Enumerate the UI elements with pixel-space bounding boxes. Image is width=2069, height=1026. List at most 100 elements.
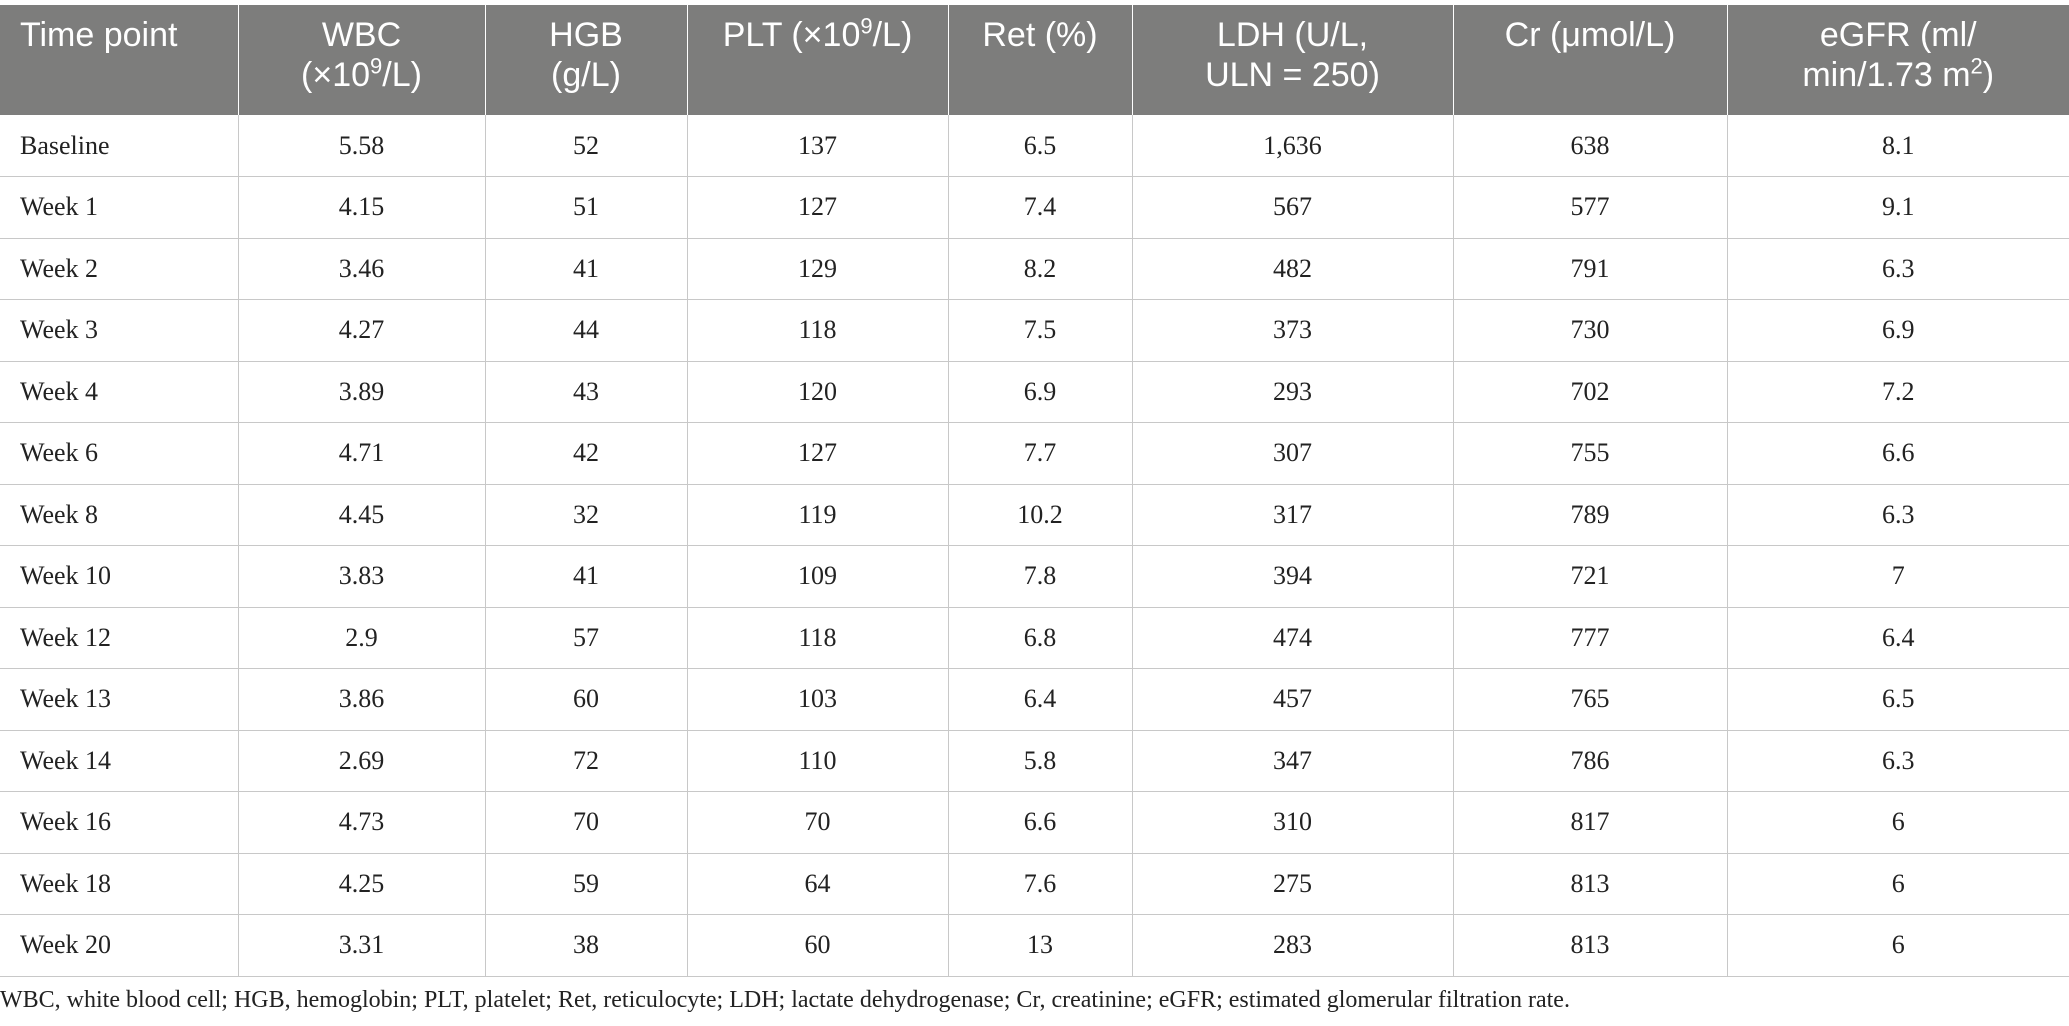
cell-ret: 8.2 xyxy=(947,238,1132,300)
cell-plt: 64 xyxy=(686,853,948,915)
cell-time-point: Week 12 xyxy=(0,607,238,669)
cell-wbc: 4.27 xyxy=(237,299,485,362)
cell-ret: 6.6 xyxy=(947,791,1132,854)
header-cr: Cr (μmol/L) xyxy=(1452,5,1727,115)
header-ldh: LDH (U/L, ULN = 250) xyxy=(1131,5,1453,115)
cell-wbc: 4.45 xyxy=(237,484,485,546)
cell-wbc: 3.89 xyxy=(237,361,485,423)
cell-cr: 755 xyxy=(1452,422,1727,485)
cell-plt: 103 xyxy=(686,668,948,731)
header-superscript: 2 xyxy=(1970,53,1983,79)
cell-hgb: 43 xyxy=(484,361,687,423)
cell-ldh: 347 xyxy=(1131,730,1453,792)
table-row: Week 10 3.83 41 109 7.8 394 721 7 xyxy=(0,545,2069,608)
cell-ret: 5.8 xyxy=(947,730,1132,792)
lab-values-table: Time point WBC (×109/L) HGB (g/L) PLT (×10… xyxy=(0,5,2069,977)
cell-egfr: 6.4 xyxy=(1726,607,2069,669)
cell-cr: 813 xyxy=(1452,853,1727,915)
cell-hgb: 60 xyxy=(484,668,687,731)
cell-cr: 721 xyxy=(1452,545,1727,608)
cell-plt: 127 xyxy=(686,176,948,239)
cell-plt: 109 xyxy=(686,545,948,608)
cell-egfr: 9.1 xyxy=(1726,176,2069,239)
cell-ret: 7.4 xyxy=(947,176,1132,239)
header-row: Time point WBC (×109/L) HGB (g/L) PLT (×10… xyxy=(0,5,2069,115)
cell-egfr: 7 xyxy=(1726,545,2069,608)
cell-ret: 6.4 xyxy=(947,668,1132,731)
cell-hgb: 51 xyxy=(484,176,687,239)
cell-egfr: 6 xyxy=(1726,791,2069,854)
lab-values-table-container: Time point WBC (×109/L) HGB (g/L) PLT (×10… xyxy=(0,5,2069,977)
cell-plt: 60 xyxy=(686,914,948,977)
cell-ldh: 394 xyxy=(1131,545,1453,608)
cell-ret: 10.2 xyxy=(947,484,1132,546)
cell-cr: 817 xyxy=(1452,791,1727,854)
cell-time-point: Week 3 xyxy=(0,299,238,362)
cell-ret: 7.7 xyxy=(947,422,1132,485)
header-superscript: 9 xyxy=(370,53,383,79)
cell-ldh: 293 xyxy=(1131,361,1453,423)
table-footnote: WBC, white blood cell; HGB, hemoglobin; … xyxy=(0,987,1570,1013)
table-row: Week 8 4.45 32 119 10.2 317 789 6.3 xyxy=(0,484,2069,546)
cell-wbc: 2.69 xyxy=(237,730,485,792)
cell-cr: 777 xyxy=(1452,607,1727,669)
cell-egfr: 7.2 xyxy=(1726,361,2069,423)
header-label: /L) xyxy=(382,56,422,94)
cell-ldh: 457 xyxy=(1131,668,1453,731)
cell-ldh: 307 xyxy=(1131,422,1453,485)
cell-egfr: 6.9 xyxy=(1726,299,2069,362)
cell-time-point: Week 1 xyxy=(0,176,238,239)
cell-ldh: 482 xyxy=(1131,238,1453,300)
header-label: eGFR (ml/ xyxy=(1819,16,1977,54)
cell-egfr: 6 xyxy=(1726,914,2069,977)
cell-egfr: 6.6 xyxy=(1726,422,2069,485)
cell-cr: 577 xyxy=(1452,176,1727,239)
header-label: ULN = 250) xyxy=(1205,56,1380,94)
header-label: min/1.73 m xyxy=(1802,56,1971,94)
cell-wbc: 4.71 xyxy=(237,422,485,485)
cell-hgb: 57 xyxy=(484,607,687,669)
header-wbc: WBC (×109/L) xyxy=(237,5,485,115)
cell-ldh: 310 xyxy=(1131,791,1453,854)
cell-wbc: 5.58 xyxy=(237,115,485,177)
cell-plt: 129 xyxy=(686,238,948,300)
header-label: WBC xyxy=(321,16,402,54)
cell-time-point: Week 16 xyxy=(0,791,238,854)
cell-plt: 110 xyxy=(686,730,948,792)
header-label: HGB xyxy=(549,16,623,54)
cell-wbc: 4.15 xyxy=(237,176,485,239)
cell-time-point: Week 2 xyxy=(0,238,238,300)
cell-ldh: 275 xyxy=(1131,853,1453,915)
cell-plt: 119 xyxy=(686,484,948,546)
cell-ldh: 283 xyxy=(1131,914,1453,977)
cell-egfr: 6.3 xyxy=(1726,730,2069,792)
cell-plt: 137 xyxy=(686,115,948,177)
header-plt: PLT (×109/L) xyxy=(686,5,948,115)
cell-ret: 13 xyxy=(947,914,1132,977)
header-label: (g/L) xyxy=(551,56,621,94)
cell-time-point: Week 13 xyxy=(0,668,238,731)
cell-ldh: 1,636 xyxy=(1131,115,1453,177)
cell-hgb: 52 xyxy=(484,115,687,177)
cell-wbc: 3.31 xyxy=(237,914,485,977)
cell-wbc: 4.25 xyxy=(237,853,485,915)
table-row: Week 1 4.15 51 127 7.4 567 577 9.1 xyxy=(0,176,2069,239)
cell-hgb: 72 xyxy=(484,730,687,792)
header-label: ) xyxy=(1982,56,1995,94)
cell-time-point: Week 10 xyxy=(0,545,238,608)
cell-ret: 6.9 xyxy=(947,361,1132,423)
table-row: Week 3 4.27 44 118 7.5 373 730 6.9 xyxy=(0,299,2069,362)
header-egfr: eGFR (ml/min/1.73 m2) xyxy=(1726,5,2069,115)
cell-cr: 791 xyxy=(1452,238,1727,300)
header-label: /L) xyxy=(872,16,913,54)
cell-cr: 638 xyxy=(1452,115,1727,177)
cell-cr: 702 xyxy=(1452,361,1727,423)
cell-ldh: 474 xyxy=(1131,607,1453,669)
cell-time-point: Week 18 xyxy=(0,853,238,915)
cell-time-point: Week 14 xyxy=(0,730,238,792)
cell-ret: 7.8 xyxy=(947,545,1132,608)
cell-hgb: 32 xyxy=(484,484,687,546)
cell-wbc: 3.46 xyxy=(237,238,485,300)
cell-time-point: Week 20 xyxy=(0,914,238,977)
header-label: Time point xyxy=(20,16,178,54)
